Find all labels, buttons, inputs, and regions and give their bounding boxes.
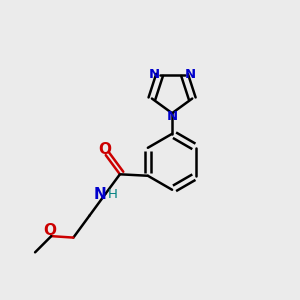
- Text: N: N: [184, 68, 195, 81]
- Text: N: N: [149, 68, 160, 81]
- Text: H: H: [107, 188, 117, 201]
- Text: O: O: [98, 142, 111, 158]
- Text: N: N: [167, 110, 178, 123]
- Text: N: N: [94, 187, 107, 202]
- Text: O: O: [44, 223, 57, 238]
